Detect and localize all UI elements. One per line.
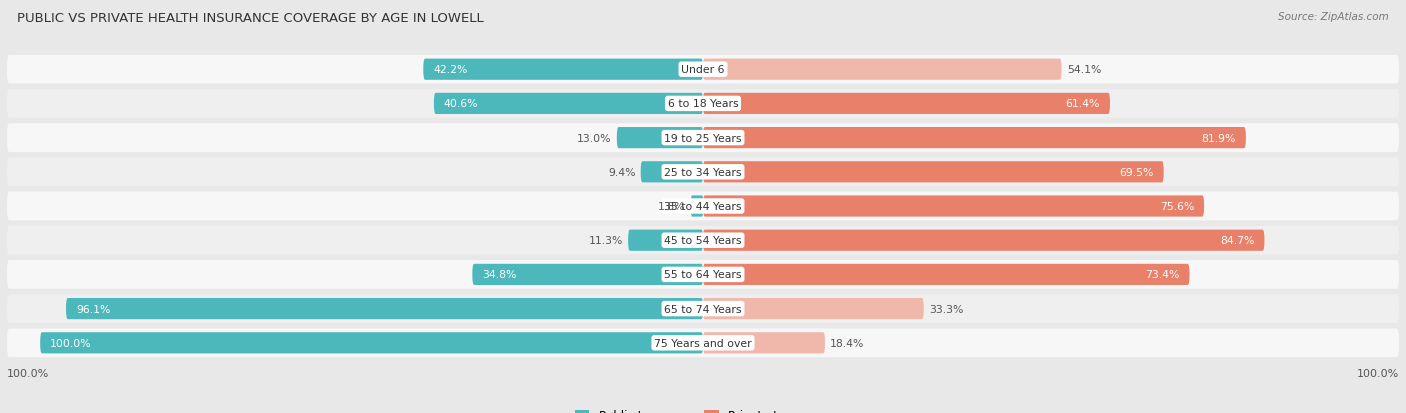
FancyBboxPatch shape xyxy=(7,124,1399,152)
Text: 11.3%: 11.3% xyxy=(589,236,623,246)
Text: 1.8%: 1.8% xyxy=(658,202,686,211)
Text: 84.7%: 84.7% xyxy=(1220,236,1254,246)
Text: 54.1%: 54.1% xyxy=(1067,65,1101,75)
FancyBboxPatch shape xyxy=(472,264,703,285)
Text: 96.1%: 96.1% xyxy=(76,304,110,314)
Text: 73.4%: 73.4% xyxy=(1146,270,1180,280)
Text: 100.0%: 100.0% xyxy=(1357,368,1399,379)
Legend: Public Insurance, Private Insurance: Public Insurance, Private Insurance xyxy=(571,404,835,413)
FancyBboxPatch shape xyxy=(703,94,1109,115)
FancyBboxPatch shape xyxy=(703,230,1264,251)
Text: 13.0%: 13.0% xyxy=(576,133,612,143)
FancyBboxPatch shape xyxy=(66,298,703,319)
Text: 65 to 74 Years: 65 to 74 Years xyxy=(664,304,742,314)
Text: 34.8%: 34.8% xyxy=(482,270,516,280)
Text: Source: ZipAtlas.com: Source: ZipAtlas.com xyxy=(1278,12,1389,22)
FancyBboxPatch shape xyxy=(7,90,1399,119)
FancyBboxPatch shape xyxy=(7,158,1399,187)
Text: 19 to 25 Years: 19 to 25 Years xyxy=(664,133,742,143)
Text: 33.3%: 33.3% xyxy=(929,304,963,314)
Text: 25 to 34 Years: 25 to 34 Years xyxy=(664,167,742,177)
Text: 9.4%: 9.4% xyxy=(607,167,636,177)
Text: 75 Years and over: 75 Years and over xyxy=(654,338,752,348)
FancyBboxPatch shape xyxy=(7,56,1399,84)
FancyBboxPatch shape xyxy=(692,196,703,217)
FancyBboxPatch shape xyxy=(617,128,703,149)
FancyBboxPatch shape xyxy=(703,128,1246,149)
Text: 42.2%: 42.2% xyxy=(433,65,468,75)
FancyBboxPatch shape xyxy=(703,264,1189,285)
Text: PUBLIC VS PRIVATE HEALTH INSURANCE COVERAGE BY AGE IN LOWELL: PUBLIC VS PRIVATE HEALTH INSURANCE COVER… xyxy=(17,12,484,25)
Text: 100.0%: 100.0% xyxy=(7,368,49,379)
FancyBboxPatch shape xyxy=(7,294,1399,323)
FancyBboxPatch shape xyxy=(703,59,1062,81)
FancyBboxPatch shape xyxy=(7,226,1399,255)
FancyBboxPatch shape xyxy=(7,192,1399,221)
FancyBboxPatch shape xyxy=(423,59,703,81)
Text: 40.6%: 40.6% xyxy=(444,99,478,109)
FancyBboxPatch shape xyxy=(703,332,825,354)
FancyBboxPatch shape xyxy=(703,298,924,319)
Text: 69.5%: 69.5% xyxy=(1119,167,1154,177)
Text: 75.6%: 75.6% xyxy=(1160,202,1194,211)
FancyBboxPatch shape xyxy=(7,329,1399,357)
Text: 35 to 44 Years: 35 to 44 Years xyxy=(664,202,742,211)
Text: 55 to 64 Years: 55 to 64 Years xyxy=(664,270,742,280)
Text: 6 to 18 Years: 6 to 18 Years xyxy=(668,99,738,109)
Text: 18.4%: 18.4% xyxy=(831,338,865,348)
FancyBboxPatch shape xyxy=(703,196,1204,217)
Text: 61.4%: 61.4% xyxy=(1066,99,1099,109)
Text: 45 to 54 Years: 45 to 54 Years xyxy=(664,236,742,246)
FancyBboxPatch shape xyxy=(628,230,703,251)
FancyBboxPatch shape xyxy=(41,332,703,354)
Text: Under 6: Under 6 xyxy=(682,65,724,75)
FancyBboxPatch shape xyxy=(434,94,703,115)
Text: 81.9%: 81.9% xyxy=(1202,133,1236,143)
FancyBboxPatch shape xyxy=(641,162,703,183)
FancyBboxPatch shape xyxy=(703,162,1164,183)
FancyBboxPatch shape xyxy=(7,261,1399,289)
Text: 100.0%: 100.0% xyxy=(51,338,91,348)
